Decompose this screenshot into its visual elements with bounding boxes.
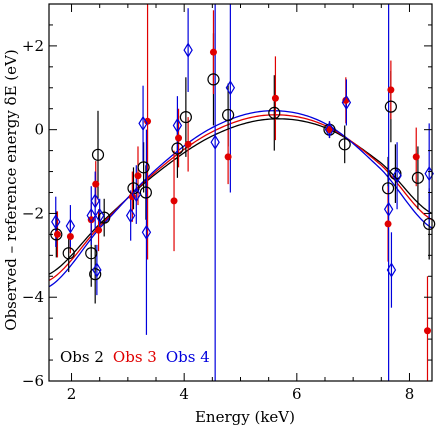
data-point xyxy=(383,201,394,217)
data-point xyxy=(172,117,183,134)
data-point xyxy=(209,48,217,56)
axis-ticks xyxy=(49,3,432,382)
data-point xyxy=(86,207,96,224)
x-tick-label: 8 xyxy=(405,385,415,403)
data-point xyxy=(184,140,192,148)
data-point xyxy=(338,138,351,151)
data-point xyxy=(137,161,150,174)
data-point xyxy=(138,115,148,132)
data-point xyxy=(62,247,75,260)
data-point xyxy=(98,211,111,224)
data-point xyxy=(94,207,105,224)
data-point xyxy=(144,117,152,125)
data-point xyxy=(387,86,395,94)
y-tick-label: 0 xyxy=(34,121,44,139)
data-point xyxy=(134,172,142,180)
data-point xyxy=(95,226,103,234)
data-point xyxy=(125,207,136,224)
legend-entry: Obs 4 xyxy=(166,348,210,366)
data-point xyxy=(89,268,102,281)
data-point xyxy=(171,142,184,155)
data-point xyxy=(65,218,76,234)
data-point xyxy=(225,80,236,96)
data-point xyxy=(210,134,220,150)
data-point xyxy=(384,220,392,228)
data-point xyxy=(87,216,95,224)
y-axis-label: Observed – reference energy δE (eV) xyxy=(2,49,20,330)
data-point xyxy=(423,217,436,231)
data-point xyxy=(179,110,192,124)
data-point xyxy=(271,94,279,102)
legend-entry: Obs 2 xyxy=(60,348,104,366)
data-point xyxy=(85,247,98,260)
data-point xyxy=(90,193,100,209)
data-point xyxy=(53,230,61,238)
data-point xyxy=(325,126,333,134)
data-point xyxy=(392,168,402,184)
data-point xyxy=(139,186,152,199)
data-point xyxy=(384,100,397,113)
data-point xyxy=(341,94,352,111)
data-markers xyxy=(50,42,436,335)
y-tick-label: −4 xyxy=(22,288,44,306)
x-axis-label: Energy (keV) xyxy=(195,408,295,426)
data-point xyxy=(222,108,235,122)
y-tick-labels: −6 −4 −2 0 +2 xyxy=(22,37,44,390)
data-point xyxy=(131,186,142,203)
data-point xyxy=(141,224,152,240)
data-point xyxy=(175,134,183,142)
data-point xyxy=(207,73,220,86)
x-tick-labels: 2 4 6 8 xyxy=(67,385,414,403)
y-tick-label: +2 xyxy=(22,37,44,55)
data-point xyxy=(224,153,232,161)
data-point xyxy=(92,180,100,188)
legend-entry: Obs 3 xyxy=(113,348,157,366)
fit-curve xyxy=(48,114,433,282)
error-bars xyxy=(55,4,430,381)
y-tick-label: −2 xyxy=(22,204,44,222)
fit-curve xyxy=(48,118,433,275)
x-tick-label: 4 xyxy=(179,385,189,403)
legend: Obs 2 Obs 3 Obs 4 xyxy=(60,348,210,366)
data-point xyxy=(324,122,335,138)
data-point xyxy=(170,197,178,205)
fit-curve xyxy=(48,110,433,288)
data-point xyxy=(183,42,193,58)
data-point xyxy=(66,232,74,240)
data-point xyxy=(381,182,395,195)
data-point xyxy=(411,171,425,184)
x-tick-label: 2 xyxy=(67,385,77,403)
data-point xyxy=(92,262,102,278)
fit-curves xyxy=(48,110,433,288)
data-point xyxy=(386,262,397,278)
data-point xyxy=(268,106,281,120)
data-point xyxy=(423,327,431,335)
y-tick-label: −6 xyxy=(22,372,44,390)
data-point xyxy=(91,148,105,161)
x-tick-label: 6 xyxy=(292,385,302,403)
data-point xyxy=(412,153,420,161)
data-point xyxy=(51,214,61,230)
